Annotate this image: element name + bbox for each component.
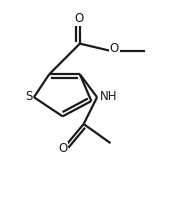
Text: NH: NH	[100, 90, 118, 103]
Text: O: O	[74, 12, 83, 25]
Text: O: O	[58, 142, 67, 155]
Text: O: O	[110, 42, 119, 55]
Text: S: S	[25, 90, 33, 103]
